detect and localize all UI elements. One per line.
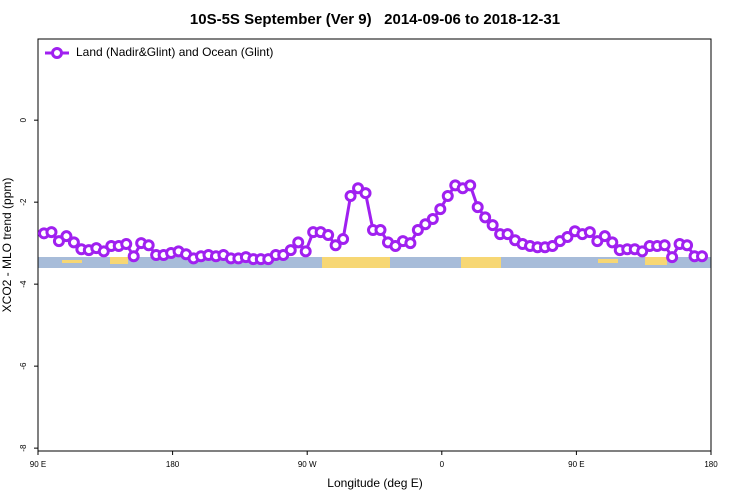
data-point <box>598 230 611 243</box>
x-tick-label: 180 <box>166 460 180 469</box>
data-point <box>329 239 342 252</box>
legend-label: Land (Nadir&Glint) and Ocean (Glint) <box>76 45 273 59</box>
data-point <box>441 190 454 203</box>
data-point <box>322 228 335 241</box>
data-point <box>419 218 432 231</box>
data-point <box>636 245 649 258</box>
data-point <box>60 230 73 243</box>
data-point <box>681 239 694 252</box>
data-point <box>359 187 372 200</box>
x-axis-label: Longitude (deg E) <box>327 476 422 490</box>
data-point <box>45 226 58 239</box>
data-point <box>299 245 312 258</box>
data-point <box>67 236 80 249</box>
data-point <box>666 251 679 264</box>
data-point <box>292 236 305 249</box>
data-point <box>411 224 424 237</box>
data-point <box>426 212 439 225</box>
x-tick-label: 90 E <box>568 460 584 469</box>
data-point <box>434 203 447 216</box>
data-point <box>561 231 574 244</box>
y-tick-label: -2 <box>19 198 28 206</box>
data-point <box>479 211 492 224</box>
data-point <box>606 236 619 249</box>
plot-frame <box>37 38 712 452</box>
data-point <box>344 190 357 203</box>
chart-title: 10S-5S September (Ver 9) 2014-09-06 to 2… <box>190 11 560 28</box>
y-tick-label: -8 <box>19 444 28 452</box>
data-point <box>97 245 110 258</box>
x-tick-label: 90 E <box>30 460 46 469</box>
legend-marker <box>51 47 63 59</box>
data-point <box>284 244 297 257</box>
x-tick-label: 0 <box>440 460 445 469</box>
data-point <box>120 237 133 250</box>
data-point <box>404 237 417 250</box>
data-point <box>486 219 499 232</box>
data-point <box>696 250 709 263</box>
data-point <box>471 201 484 214</box>
y-tick-label: -6 <box>19 362 28 370</box>
x-tick-label: 90 W <box>298 460 317 469</box>
y-tick-label: -4 <box>19 280 28 288</box>
x-tick-label: 180 <box>704 460 718 469</box>
y-axis-label: XCO2 - MLO trend (ppm) <box>0 178 14 313</box>
data-point <box>127 250 140 263</box>
data-point <box>337 233 350 246</box>
data-point <box>142 239 155 252</box>
y-tick-label: 0 <box>19 117 28 122</box>
data-point <box>501 228 514 241</box>
data-point <box>583 226 596 239</box>
data-point <box>374 224 387 237</box>
data-point <box>658 239 671 252</box>
data-point <box>464 179 477 192</box>
map-strip <box>38 257 711 268</box>
